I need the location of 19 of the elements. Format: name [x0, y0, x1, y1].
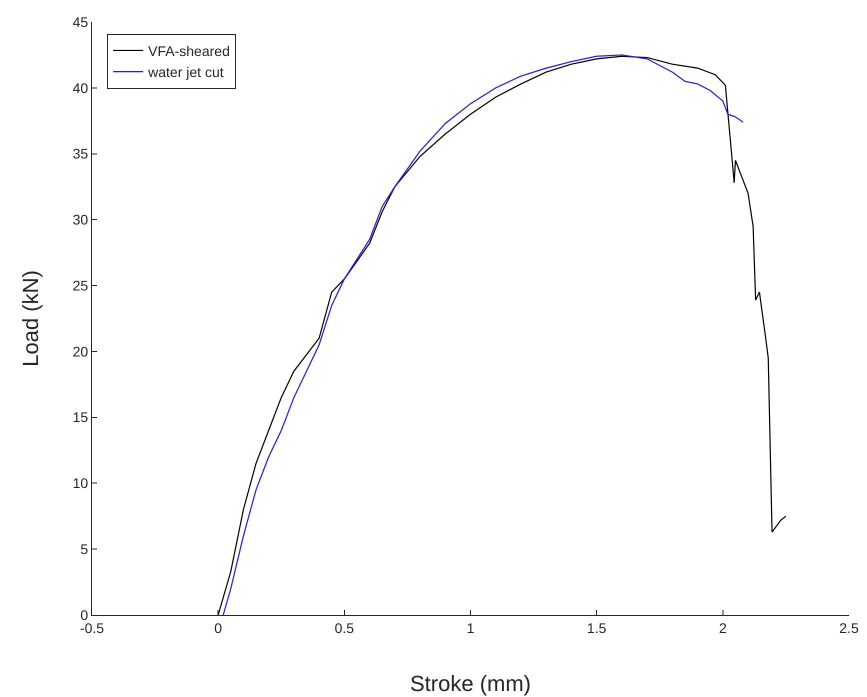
x-tick-label: 1	[466, 620, 475, 636]
legend-label: water jet cut	[147, 64, 224, 80]
y-tick-label: 5	[80, 541, 88, 558]
x-axis-title: Stroke (mm)	[410, 671, 531, 696]
y-tick-label: 40	[72, 80, 88, 96]
x-tick-label: 1.5	[586, 620, 607, 636]
y-axis-title: Load (kN)	[18, 270, 43, 367]
y-tick-label: 30	[72, 212, 88, 228]
y-tick-label: 15	[72, 409, 88, 426]
y-tick-label: 45	[72, 14, 88, 30]
x-tick-label: 0	[214, 620, 222, 636]
x-tick-label: 0.5	[334, 620, 354, 636]
legend-label: VFA-sheared	[148, 42, 230, 59]
y-tick-label: 25	[72, 277, 88, 294]
x-tick-label: 2	[718, 620, 727, 636]
y-tick-label: 35	[72, 146, 88, 162]
y-tick-label: 10	[72, 475, 88, 492]
x-tick-label: 2.5	[839, 620, 859, 636]
y-tick-label: 20	[72, 343, 88, 360]
